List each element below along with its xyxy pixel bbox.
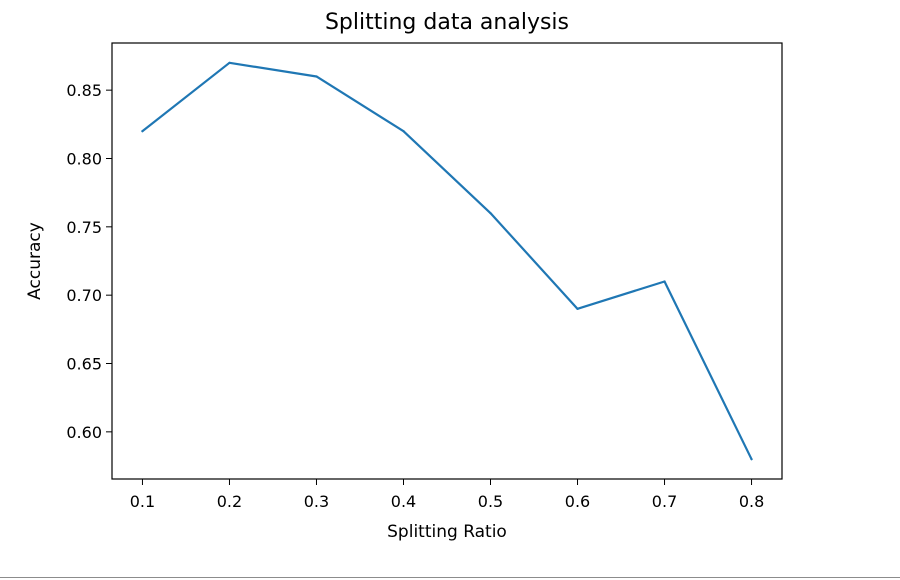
- x-tick-label: 0.5: [478, 492, 503, 511]
- data-point: [141, 130, 144, 133]
- x-tick-label: 0.4: [391, 492, 416, 511]
- x-axis-label: Splitting Ratio: [387, 522, 507, 542]
- x-tick-label: 0.6: [565, 492, 590, 511]
- x-tick-label: 0.8: [739, 492, 764, 511]
- x-tick-label: 0.2: [217, 492, 242, 511]
- data-point: [228, 61, 231, 64]
- x-tick-label: 0.3: [304, 492, 329, 511]
- bottom-divider: [0, 577, 900, 578]
- y-tick-label: 0.70: [66, 286, 102, 305]
- data-point: [315, 75, 318, 78]
- data-points: [141, 61, 753, 461]
- data-point: [576, 307, 579, 310]
- chart-title: Splitting data analysis: [325, 10, 569, 35]
- y-tick-label: 0.75: [66, 218, 102, 237]
- x-tick-label: 0.7: [652, 492, 677, 511]
- data-point: [489, 212, 492, 215]
- plot-area-frame: [111, 42, 783, 480]
- series-line: [141, 61, 753, 461]
- x-tick-label: 0.1: [130, 492, 155, 511]
- y-tick-label: 0.80: [66, 149, 102, 168]
- data-point: [402, 130, 405, 133]
- x-axis-ticks: 0.1 0.2 0.3 0.4 0.5 0.6 0.7 0.8: [130, 479, 764, 511]
- data-point: [663, 280, 666, 283]
- data-point: [750, 458, 753, 461]
- y-axis-label: Accuracy: [25, 222, 45, 300]
- y-tick-label: 0.85: [66, 81, 102, 100]
- y-axis-ticks: 0.60 0.65 0.70 0.75 0.80 0.85: [66, 81, 112, 442]
- y-tick-label: 0.60: [66, 423, 102, 442]
- y-tick-label: 0.65: [66, 355, 102, 374]
